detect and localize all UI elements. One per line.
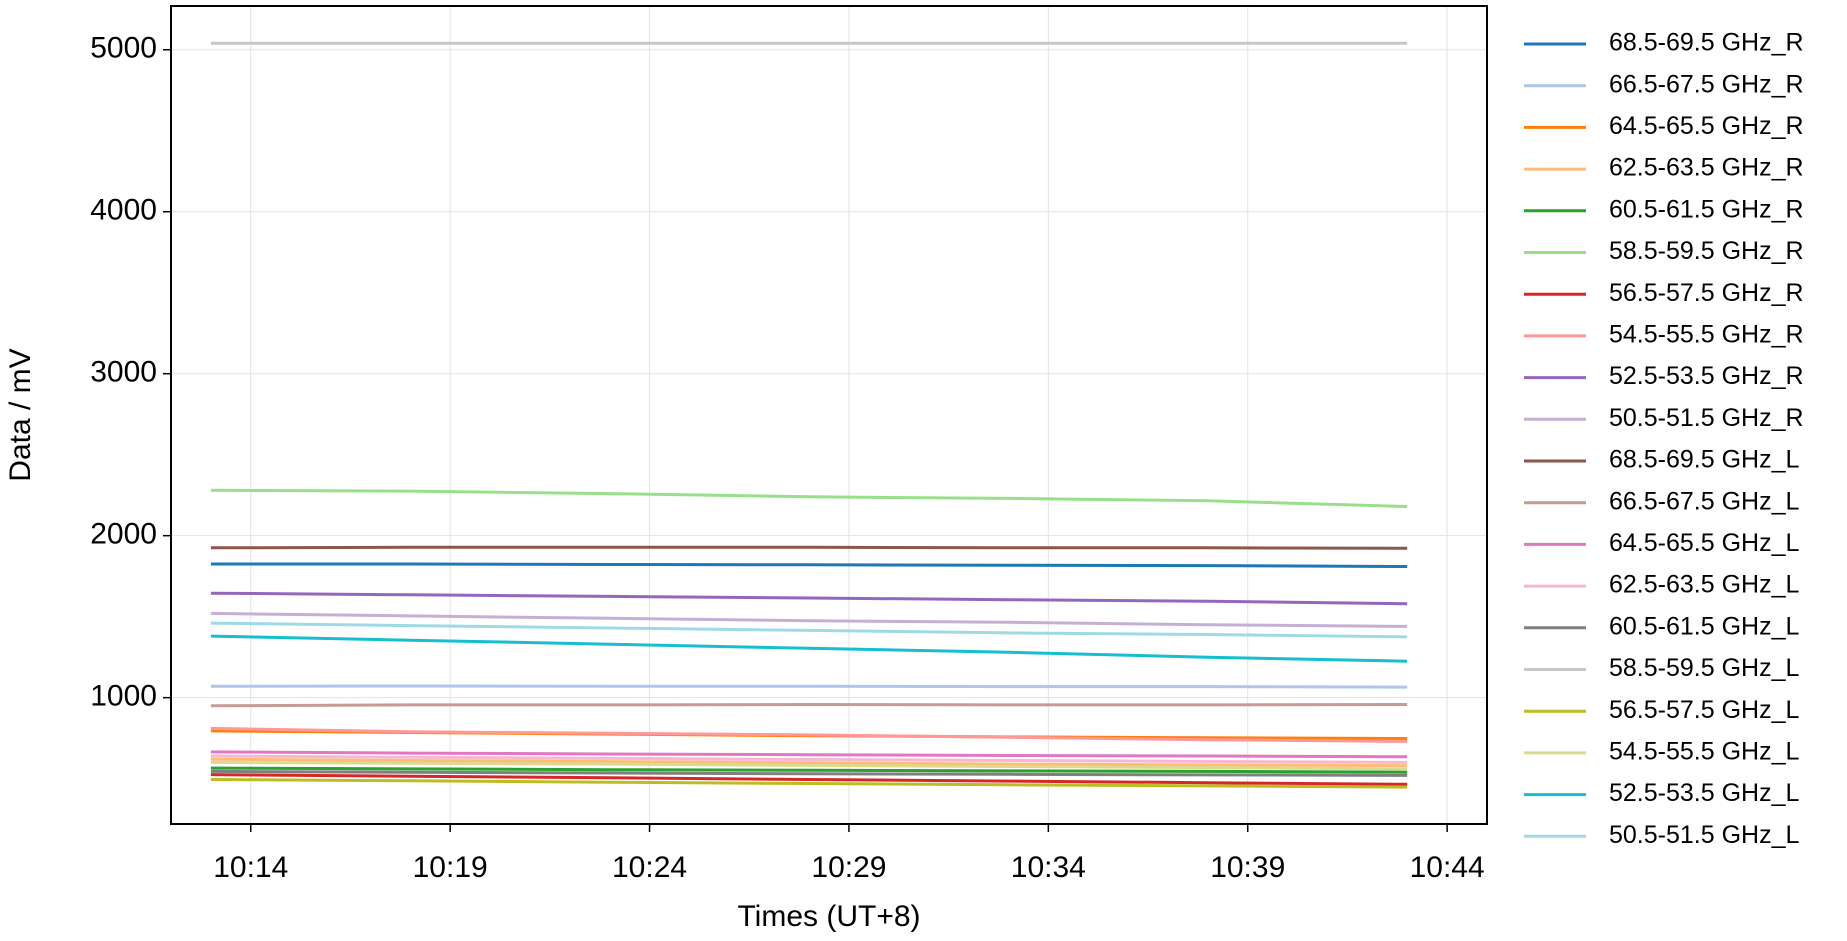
legend-label: 50.5-51.5 GHz_R bbox=[1609, 404, 1804, 432]
y-tick-label: 3000 bbox=[90, 356, 157, 389]
legend-label: 52.5-53.5 GHz_R bbox=[1609, 362, 1804, 390]
series-line bbox=[210, 754, 1408, 764]
series-line bbox=[210, 611, 1408, 628]
legend-label: 62.5-63.5 GHz_L bbox=[1609, 571, 1799, 599]
series-line bbox=[210, 778, 1408, 789]
legend-label: 58.5-59.5 GHz_R bbox=[1609, 237, 1804, 265]
legend-label: 56.5-57.5 GHz_L bbox=[1609, 696, 1799, 724]
legend-label: 54.5-55.5 GHz_L bbox=[1609, 738, 1799, 766]
legend-label: 68.5-69.5 GHz_R bbox=[1609, 29, 1804, 57]
legend-label: 60.5-61.5 GHz_R bbox=[1609, 195, 1804, 223]
series-line bbox=[210, 703, 1408, 708]
plot-frame bbox=[170, 5, 1488, 825]
legend-label: 62.5-63.5 GHz_R bbox=[1609, 154, 1804, 182]
x-axis-label: Times (UT+8) bbox=[737, 900, 920, 933]
legend-label: 58.5-59.5 GHz_L bbox=[1609, 654, 1799, 682]
series-line bbox=[210, 769, 1408, 777]
legend-label: 54.5-55.5 GHz_R bbox=[1609, 321, 1804, 349]
legend-label: 56.5-57.5 GHz_R bbox=[1609, 279, 1804, 307]
y-axis-label: Data / mV bbox=[4, 348, 37, 481]
series-line bbox=[210, 488, 1408, 508]
legend-label: 60.5-61.5 GHz_L bbox=[1609, 612, 1799, 640]
series-line bbox=[210, 634, 1408, 663]
series-line bbox=[210, 591, 1408, 606]
series-line bbox=[210, 773, 1408, 786]
x-tick-label: 10:44 bbox=[1410, 851, 1485, 884]
x-tick-label: 10:39 bbox=[1210, 851, 1285, 884]
series-line bbox=[210, 766, 1408, 774]
x-tick-label: 10:24 bbox=[612, 851, 687, 884]
series-line bbox=[210, 757, 1408, 768]
legend-label: 66.5-67.5 GHz_R bbox=[1609, 70, 1804, 98]
legend-label: 50.5-51.5 GHz_L bbox=[1609, 821, 1799, 849]
series-line bbox=[210, 562, 1408, 568]
series-line bbox=[210, 750, 1408, 759]
series-line bbox=[210, 684, 1408, 689]
y-tick-label: 5000 bbox=[90, 32, 157, 65]
legend-label: 64.5-65.5 GHz_R bbox=[1609, 112, 1804, 140]
y-tick-label: 4000 bbox=[90, 194, 157, 227]
x-tick-label: 10:19 bbox=[413, 851, 488, 884]
series-line bbox=[210, 545, 1408, 550]
series-line bbox=[210, 760, 1408, 771]
legend-label: 64.5-65.5 GHz_L bbox=[1609, 529, 1799, 557]
x-tick-label: 10:14 bbox=[213, 851, 288, 884]
legend-label: 52.5-53.5 GHz_L bbox=[1609, 779, 1799, 807]
legend-label: 68.5-69.5 GHz_L bbox=[1609, 446, 1799, 474]
legend-label: 66.5-67.5 GHz_L bbox=[1609, 487, 1799, 515]
x-tick-label: 10:29 bbox=[811, 851, 886, 884]
y-tick-label: 1000 bbox=[90, 680, 157, 713]
y-tick-label: 2000 bbox=[90, 518, 157, 551]
x-tick-label: 10:34 bbox=[1011, 851, 1086, 884]
series-line bbox=[210, 726, 1408, 743]
series-line bbox=[210, 621, 1408, 639]
